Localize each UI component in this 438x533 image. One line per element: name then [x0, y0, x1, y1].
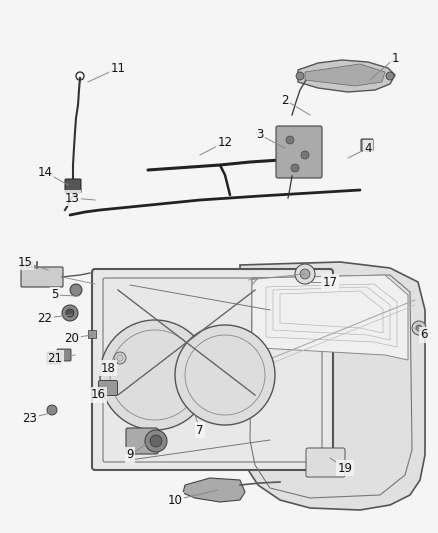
- Polygon shape: [252, 275, 408, 360]
- Circle shape: [286, 136, 294, 144]
- Text: 1: 1: [391, 52, 399, 64]
- Text: 2: 2: [281, 93, 289, 107]
- Circle shape: [300, 269, 310, 279]
- Text: 21: 21: [47, 351, 63, 365]
- Circle shape: [412, 321, 426, 335]
- Text: 10: 10: [168, 494, 183, 506]
- FancyBboxPatch shape: [99, 381, 117, 395]
- Circle shape: [66, 309, 74, 317]
- Polygon shape: [298, 60, 395, 92]
- Text: 13: 13: [64, 191, 79, 205]
- Circle shape: [145, 430, 167, 452]
- Text: 20: 20: [64, 332, 79, 344]
- Text: 3: 3: [256, 128, 264, 141]
- Circle shape: [47, 405, 57, 415]
- Circle shape: [62, 305, 78, 321]
- FancyBboxPatch shape: [306, 448, 345, 477]
- Text: 5: 5: [51, 288, 59, 302]
- FancyBboxPatch shape: [21, 267, 63, 287]
- Circle shape: [70, 284, 82, 296]
- Text: 11: 11: [110, 61, 126, 75]
- Circle shape: [416, 325, 422, 331]
- Bar: [88, 330, 96, 338]
- Text: 22: 22: [38, 311, 53, 325]
- Text: 16: 16: [91, 389, 106, 401]
- Circle shape: [301, 151, 309, 159]
- Polygon shape: [240, 262, 425, 510]
- Text: 15: 15: [18, 255, 32, 269]
- Circle shape: [150, 435, 162, 447]
- Text: 18: 18: [101, 361, 116, 375]
- Text: 12: 12: [218, 135, 233, 149]
- FancyBboxPatch shape: [92, 269, 333, 470]
- FancyBboxPatch shape: [65, 179, 81, 193]
- Text: 17: 17: [322, 276, 338, 288]
- FancyBboxPatch shape: [47, 352, 61, 364]
- Polygon shape: [305, 64, 385, 86]
- Circle shape: [175, 325, 275, 425]
- Text: 14: 14: [38, 166, 53, 179]
- Circle shape: [295, 264, 315, 284]
- Polygon shape: [183, 478, 245, 502]
- Text: 4: 4: [364, 141, 372, 155]
- Circle shape: [296, 72, 304, 80]
- FancyBboxPatch shape: [276, 126, 322, 178]
- Text: 6: 6: [420, 328, 428, 342]
- Circle shape: [386, 72, 394, 80]
- Text: 19: 19: [338, 462, 353, 474]
- FancyBboxPatch shape: [361, 139, 373, 151]
- Circle shape: [114, 352, 126, 364]
- FancyBboxPatch shape: [126, 428, 158, 454]
- Text: 9: 9: [126, 448, 134, 462]
- Circle shape: [100, 320, 210, 430]
- FancyBboxPatch shape: [57, 349, 71, 361]
- Circle shape: [291, 164, 299, 172]
- Text: 7: 7: [196, 424, 204, 437]
- Text: 23: 23: [23, 411, 37, 424]
